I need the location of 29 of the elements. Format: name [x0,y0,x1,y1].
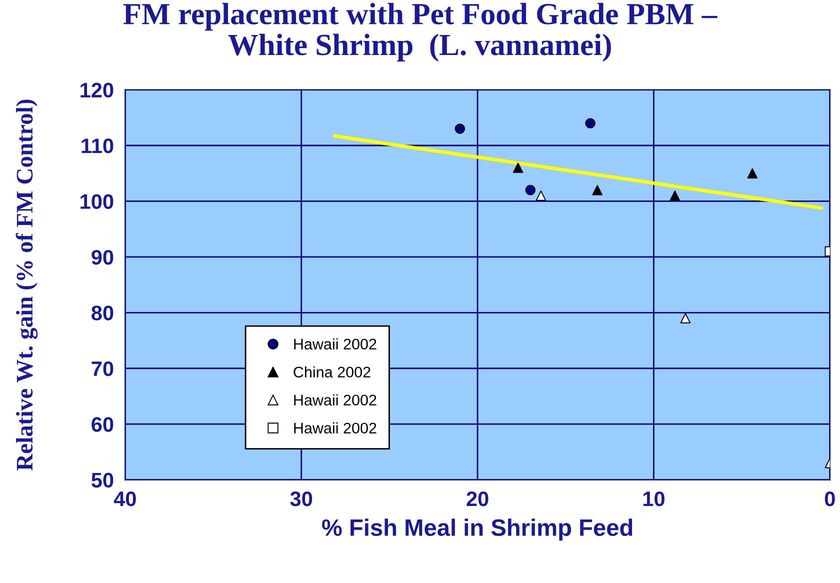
chart-title: FM replacement with Pet Food Grade PBM – White Shrimp (L. vannamei) [123,2,718,62]
point [592,184,602,196]
x-tick-label: 10 [643,491,664,506]
y-tick-label: 80 [92,306,114,320]
y-tick-label: 70 [92,361,114,376]
x-axis-title: % Fish Meal in Shrimp Feed [322,518,632,541]
legend-label: China 2002 [294,366,370,378]
point [585,118,596,128]
y-tick-label: 110 [82,138,114,154]
y-tick-label: 50 [92,472,114,488]
y-tick-label: 90 [92,250,114,265]
legend-label: Hawaii 2002 [294,422,376,434]
x-tick-label: 20 [466,491,488,506]
legend-label: Hawaii 2002 [294,394,376,406]
point [670,190,680,201]
x-tick-label: 30 [290,491,312,506]
y-axis-title: Relative Wt. gain (% of FM Control) [16,100,38,471]
y-tick-label: 60 [92,417,114,432]
y-tick-label: 100 [80,194,114,209]
legend-label: Hawaii 2002 [294,338,376,350]
point [512,162,524,173]
point [454,124,466,134]
x-tick-label: 40 [114,491,136,506]
point [536,190,546,201]
point [747,168,758,179]
y-tick-label: 120 [80,82,114,98]
point [680,313,691,324]
x-tick-label: 0 [824,491,835,506]
point [525,184,536,196]
